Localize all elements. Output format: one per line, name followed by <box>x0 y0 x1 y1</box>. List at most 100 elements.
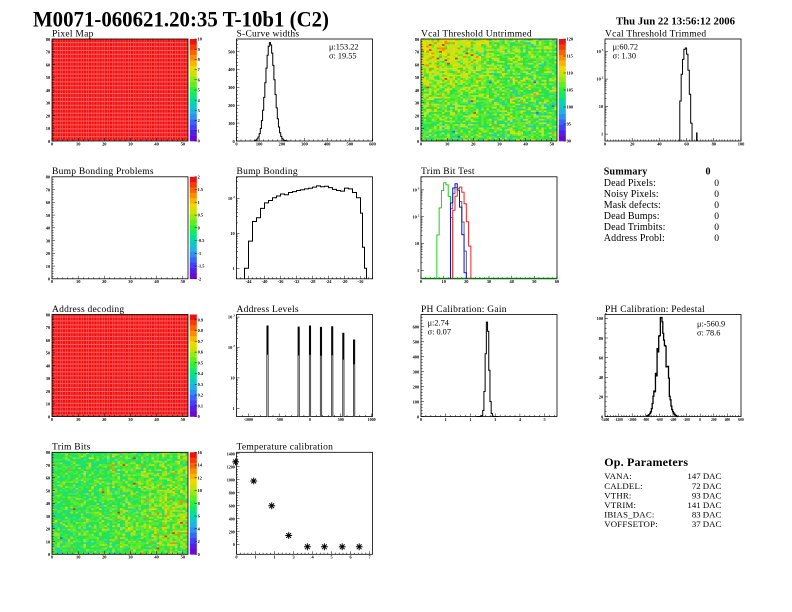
svg-text:600: 600 <box>369 141 376 146</box>
svg-text:10: 10 <box>76 555 81 560</box>
svg-text:30: 30 <box>128 279 133 284</box>
svg-text:5: 5 <box>198 88 200 93</box>
svg-text:Dead Bumps:: Dead Bumps: <box>604 211 660 222</box>
svg-text:1: 1 <box>273 555 275 560</box>
svg-text:20: 20 <box>102 417 107 422</box>
svg-text:2: 2 <box>198 539 200 544</box>
svg-text:60: 60 <box>555 279 560 284</box>
svg-text:100: 100 <box>597 316 604 321</box>
svg-text:4: 4 <box>198 526 201 531</box>
svg-text:70: 70 <box>46 325 51 330</box>
svg-text:40: 40 <box>415 88 420 93</box>
svg-text:IBIAS_DAC:: IBIAS_DAC: <box>604 509 654 519</box>
svg-text:20: 20 <box>46 389 51 394</box>
svg-text:10: 10 <box>46 539 51 544</box>
svg-text:-1000: -1000 <box>628 418 637 422</box>
svg-text:σ: 78.6: σ: 78.6 <box>697 329 720 338</box>
svg-text:30: 30 <box>128 417 133 422</box>
svg-text:VTHR:: VTHR: <box>604 490 631 500</box>
svg-text:9: 9 <box>198 47 200 52</box>
svg-text:0: 0 <box>604 141 607 146</box>
svg-text:20: 20 <box>599 395 604 400</box>
svg-text:80: 80 <box>46 37 51 42</box>
svg-text:Noisy Pixels:: Noisy Pixels: <box>604 189 659 200</box>
svg-text:0: 0 <box>309 417 311 422</box>
svg-text:10: 10 <box>76 141 81 146</box>
svg-text:6: 6 <box>350 555 353 560</box>
svg-text:VOFFSETOP:: VOFFSETOP: <box>604 519 658 529</box>
svg-text:100: 100 <box>413 399 420 404</box>
svg-text:6: 6 <box>198 514 201 519</box>
svg-text:4: 4 <box>312 555 315 560</box>
svg-text:10: 10 <box>228 345 233 350</box>
svg-text:10: 10 <box>596 77 601 82</box>
svg-text:7: 7 <box>198 67 201 72</box>
svg-text:1000: 1000 <box>368 417 376 422</box>
svg-text:10: 10 <box>76 279 81 284</box>
svg-text:0.2: 0.2 <box>198 393 203 398</box>
svg-text:30: 30 <box>497 141 502 146</box>
svg-text:20: 20 <box>102 141 107 146</box>
svg-text:1: 1 <box>198 128 200 133</box>
svg-text:CALDEL:: CALDEL: <box>604 481 643 491</box>
svg-text:-800: -800 <box>643 418 650 422</box>
svg-text:30: 30 <box>46 238 51 243</box>
svg-text:10: 10 <box>198 37 202 42</box>
svg-text:0: 0 <box>48 552 51 557</box>
svg-text:0: 0 <box>51 279 54 284</box>
svg-text:10: 10 <box>596 49 601 54</box>
svg-text:7: 7 <box>369 555 372 560</box>
svg-text:800: 800 <box>229 490 235 495</box>
svg-text:4: 4 <box>198 98 201 103</box>
svg-text:50: 50 <box>181 555 186 560</box>
svg-text:40: 40 <box>154 141 159 146</box>
svg-text:50: 50 <box>46 488 51 493</box>
svg-text:0: 0 <box>714 211 719 222</box>
svg-text:100: 100 <box>228 121 235 126</box>
svg-text:0.6: 0.6 <box>198 350 204 355</box>
svg-text:3: 3 <box>602 48 604 52</box>
svg-text:20: 20 <box>630 141 635 146</box>
svg-text:70: 70 <box>46 463 51 468</box>
svg-text:2: 2 <box>198 118 200 123</box>
svg-text:2: 2 <box>233 195 235 199</box>
svg-text:-16: -16 <box>358 279 365 284</box>
svg-text:8: 8 <box>198 57 200 62</box>
svg-text:93 DAC: 93 DAC <box>692 490 722 500</box>
svg-text:10: 10 <box>230 231 235 236</box>
svg-text:400: 400 <box>413 354 420 359</box>
svg-text:30: 30 <box>46 376 51 381</box>
svg-text:-2: -2 <box>198 276 202 281</box>
svg-text:0: 0 <box>235 555 237 560</box>
svg-text:0: 0 <box>232 139 235 144</box>
svg-text:10: 10 <box>230 375 235 380</box>
svg-text:20: 20 <box>46 251 51 256</box>
svg-text:300: 300 <box>413 369 420 374</box>
svg-text:80: 80 <box>599 336 604 341</box>
svg-text:80: 80 <box>415 37 420 42</box>
svg-text:40: 40 <box>46 363 51 368</box>
svg-text:Bump Bonding Problems: Bump Bonding Problems <box>52 167 154 177</box>
svg-text:1: 1 <box>254 555 256 560</box>
svg-text:400: 400 <box>324 141 331 146</box>
svg-text:50: 50 <box>46 75 51 80</box>
svg-text:0.3: 0.3 <box>198 382 203 387</box>
svg-text:0: 0 <box>417 139 420 144</box>
svg-text:Address decoding: Address decoding <box>52 305 124 315</box>
svg-text:Vcal Threshold Trimmed: Vcal Threshold Trimmed <box>605 29 706 39</box>
svg-text:40: 40 <box>523 141 528 146</box>
svg-text:30: 30 <box>46 514 51 519</box>
svg-text:0: 0 <box>198 414 200 419</box>
svg-text:10: 10 <box>445 141 450 146</box>
svg-text:500: 500 <box>413 339 420 344</box>
svg-text:14: 14 <box>198 463 203 468</box>
svg-text:Vcal Threshold Untrimmed: Vcal Threshold Untrimmed <box>421 29 532 39</box>
svg-text:40: 40 <box>154 555 159 560</box>
svg-text:600: 600 <box>229 503 235 508</box>
svg-text:30: 30 <box>128 141 133 146</box>
svg-text:115: 115 <box>567 54 573 59</box>
svg-text:50: 50 <box>415 75 420 80</box>
svg-text:10: 10 <box>198 488 202 493</box>
svg-text:1400: 1400 <box>227 452 235 457</box>
svg-text:0.1: 0.1 <box>198 403 203 408</box>
